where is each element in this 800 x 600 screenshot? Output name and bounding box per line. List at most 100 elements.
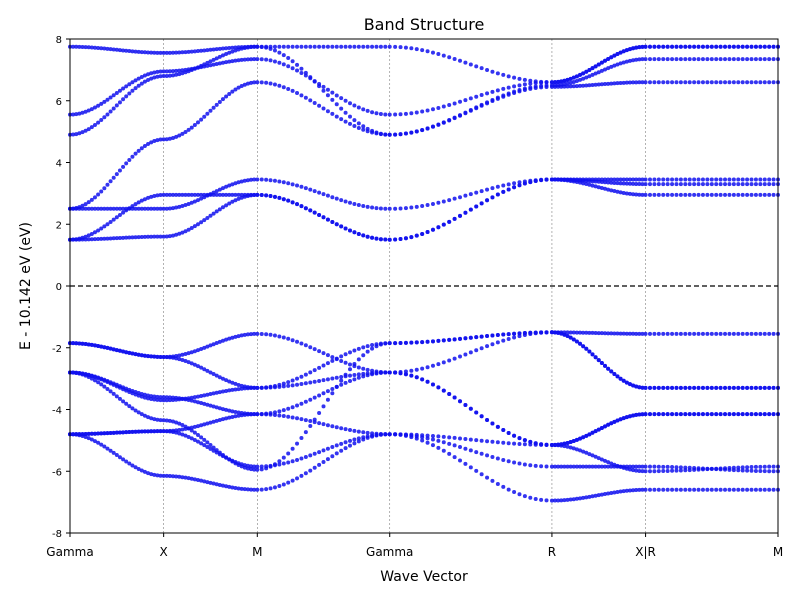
band-point <box>692 385 697 390</box>
band-point <box>609 81 614 86</box>
band-point <box>290 88 295 93</box>
band-point <box>565 84 570 89</box>
band-point <box>615 181 620 186</box>
band-point <box>463 98 468 103</box>
band-point <box>718 331 723 336</box>
band-point <box>627 80 632 85</box>
band-point <box>152 50 157 55</box>
band-point <box>414 47 419 52</box>
band-point <box>343 119 348 124</box>
band-point <box>771 464 776 469</box>
band-point <box>255 487 260 492</box>
band-point <box>186 351 191 356</box>
band-point <box>180 352 185 357</box>
band-point <box>195 198 200 203</box>
band-point <box>661 80 666 85</box>
band-point <box>606 366 611 371</box>
band-point <box>762 192 767 197</box>
band-point <box>624 191 629 196</box>
band-point <box>83 206 88 211</box>
band-point <box>339 359 344 363</box>
band-point <box>705 385 710 390</box>
band-point <box>634 45 639 50</box>
band-point <box>370 368 375 373</box>
band-point <box>127 206 132 211</box>
band-point <box>312 451 317 456</box>
band-point <box>647 469 652 474</box>
band-point <box>252 192 257 197</box>
band-point <box>177 204 182 209</box>
band-point <box>441 440 446 445</box>
band-point <box>205 60 210 65</box>
band-point <box>528 332 533 337</box>
band-point <box>317 349 322 354</box>
band-point <box>631 413 636 418</box>
band-point <box>343 372 348 377</box>
band-point <box>167 354 172 359</box>
band-point <box>220 407 225 412</box>
band-point <box>74 237 79 242</box>
band-point <box>665 412 670 417</box>
band-point <box>220 46 225 51</box>
band-point <box>192 66 197 71</box>
band-point <box>161 137 166 142</box>
band-point <box>687 182 692 187</box>
band-point <box>86 108 91 113</box>
band-point <box>230 380 235 385</box>
band-point <box>374 111 379 116</box>
band-point <box>468 96 473 101</box>
band-point <box>290 405 295 410</box>
band-point <box>227 50 232 55</box>
band-point <box>114 206 119 211</box>
band-point <box>161 473 166 478</box>
band-point <box>656 412 661 417</box>
band-point <box>334 114 339 119</box>
band-point <box>211 372 216 377</box>
band-point <box>317 103 322 108</box>
band-point <box>208 108 213 113</box>
band-point <box>544 83 549 88</box>
band-point <box>581 344 586 349</box>
band-point <box>224 407 229 412</box>
band-point <box>544 330 549 335</box>
band-point <box>631 488 636 493</box>
band-point <box>290 378 295 383</box>
band-point <box>501 457 506 462</box>
band-point <box>430 437 435 442</box>
band-point <box>227 415 232 420</box>
band-point <box>731 412 736 417</box>
band-point <box>627 191 632 196</box>
band-point <box>398 432 403 437</box>
band-point <box>202 401 207 406</box>
band-point <box>609 369 614 374</box>
band-point <box>290 200 295 205</box>
band-point <box>468 406 473 411</box>
band-point <box>584 346 589 351</box>
band-point <box>692 177 697 182</box>
band-point <box>495 424 500 429</box>
band-point <box>749 80 754 85</box>
band-point <box>158 74 163 79</box>
band-point <box>425 126 430 131</box>
band-point <box>714 44 719 49</box>
band-point <box>361 345 366 350</box>
band-point <box>239 410 244 415</box>
band-point <box>114 103 119 108</box>
band-point <box>286 480 291 485</box>
band-point <box>202 479 207 484</box>
band-point <box>286 86 291 91</box>
band-point <box>233 461 238 466</box>
band-point <box>233 48 238 53</box>
x-tick-label: X <box>160 545 168 559</box>
band-point <box>593 71 598 76</box>
band-point <box>378 432 383 437</box>
band-point <box>615 62 620 67</box>
band-point <box>312 79 317 84</box>
band-point <box>217 207 222 212</box>
band-point <box>308 187 313 192</box>
band-point <box>425 433 430 438</box>
band-point <box>105 236 110 241</box>
band-point <box>121 164 126 169</box>
band-point <box>177 192 182 197</box>
band-point <box>195 222 200 227</box>
